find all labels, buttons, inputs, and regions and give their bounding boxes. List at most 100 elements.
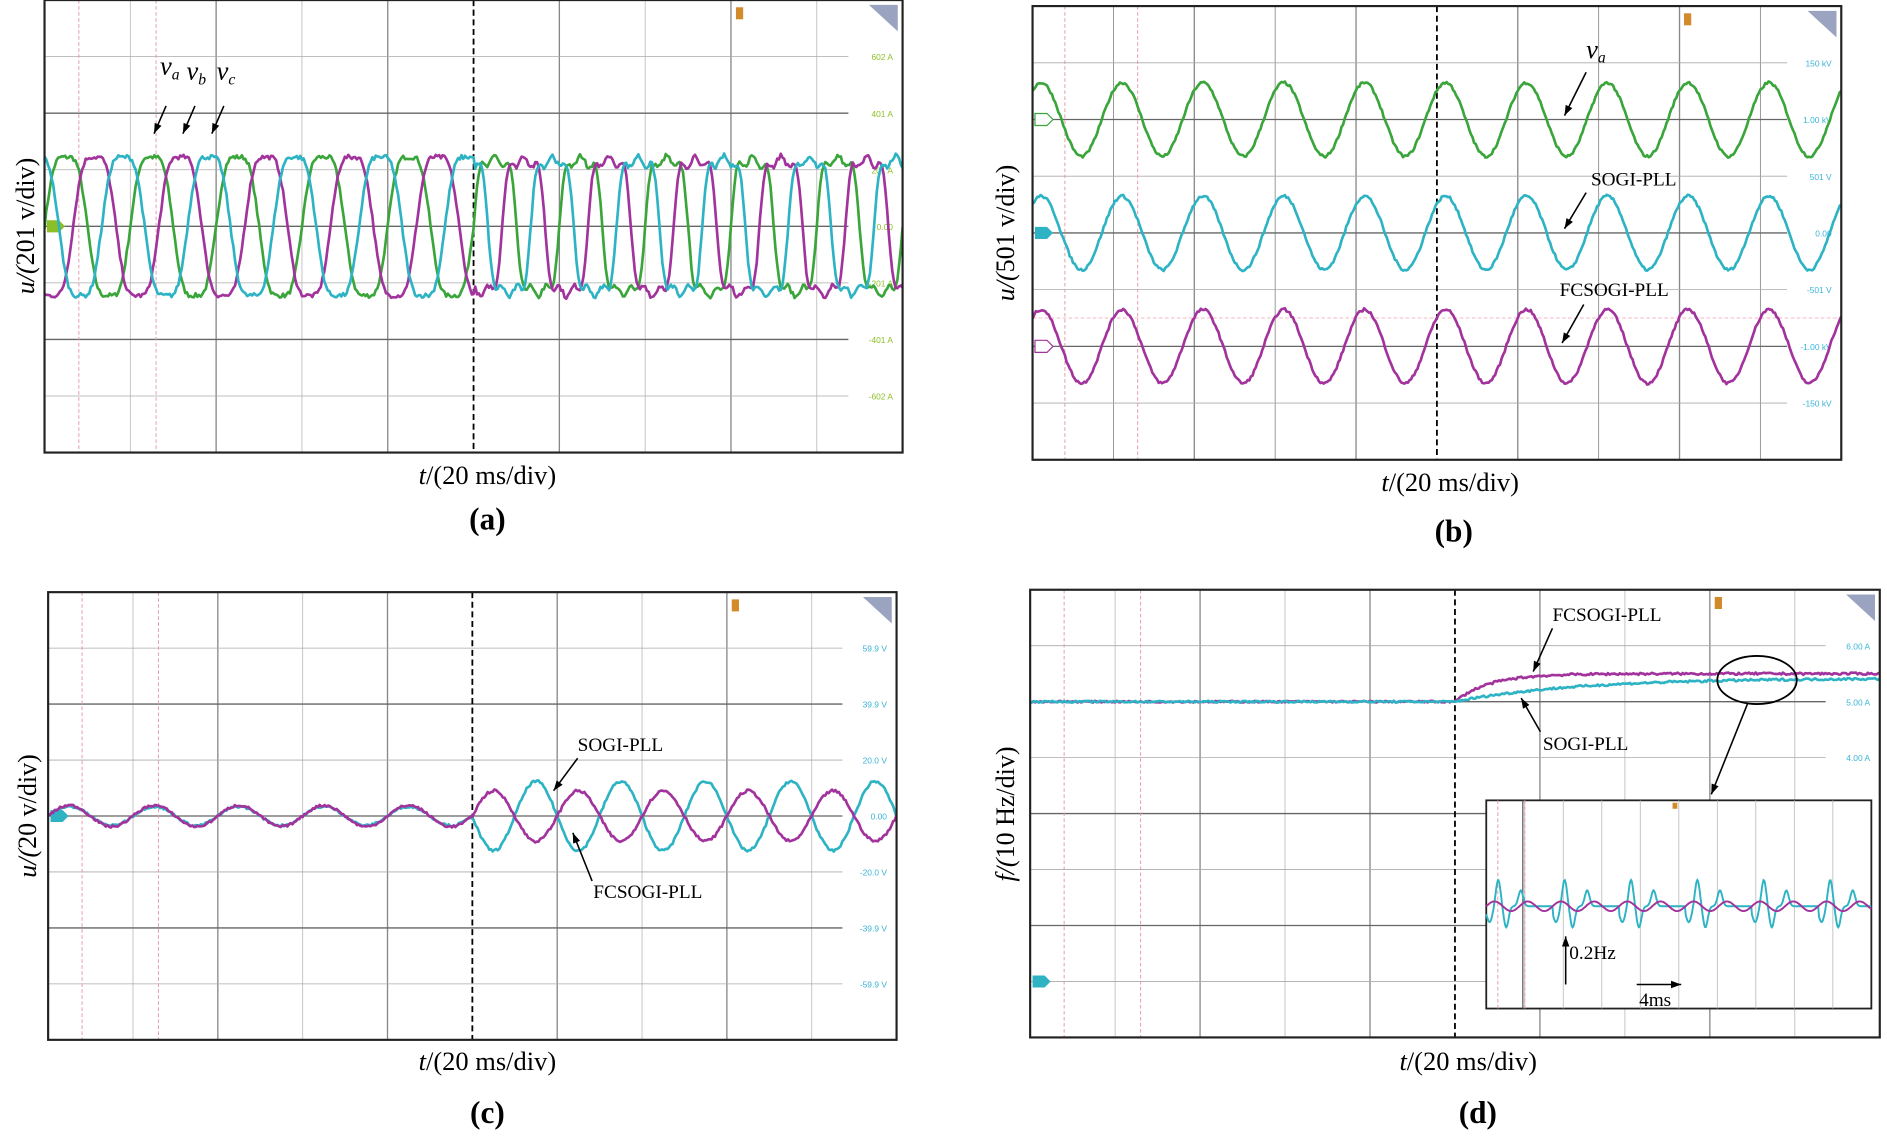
arrow-ripple-head xyxy=(1561,936,1570,947)
arrow-zoom-inset xyxy=(1710,703,1749,795)
y-axis-label-c: u/(20 v/div) xyxy=(13,754,42,878)
annotation-vc: vc xyxy=(217,55,236,88)
series-line-va xyxy=(44,152,903,300)
channel-marker-icon xyxy=(1032,975,1051,988)
series-group xyxy=(1032,80,1842,386)
x-axis-label: t/(20 ms/div) xyxy=(419,1046,557,1076)
y-tick-label: 1.00 kV xyxy=(1803,115,1832,125)
y-tick-label: 401 A xyxy=(871,109,893,119)
y-tick-label: 602 A xyxy=(871,52,893,62)
y-axis-label-a: u/(201 v/div) xyxy=(11,157,40,295)
plot-frame xyxy=(1031,4,1843,461)
channel-marker-icon xyxy=(1034,112,1054,127)
trigger-marker-icon xyxy=(735,7,744,20)
chart-panel-b: 150 kV 1.00 kV 501 V 0.00 -501 V -1.00 kV -150… xyxy=(1031,4,1843,549)
y-tick-label: -1.00 kV xyxy=(1800,342,1832,352)
arrow-time-scale-head xyxy=(1671,980,1682,989)
y-tick-label: 0.00 xyxy=(1815,229,1832,239)
series-line-va xyxy=(1032,80,1842,159)
annotation-fcsogi-pll: FCSOGI-PLL xyxy=(593,882,702,903)
inset-time-label: 4ms xyxy=(1639,990,1671,1011)
plot-frame xyxy=(43,0,904,454)
annotations: va vb vcvaSOGI-PLLFCSOGI-PLLSOGI-PLLFCSOGI… xyxy=(153,34,1798,903)
zoom-corner-icon xyxy=(862,596,892,624)
annotation-fcsogi-pll: FCSOGI-PLL xyxy=(1560,280,1669,301)
series-line-vc xyxy=(44,152,903,300)
channel-marker-icon xyxy=(1034,226,1054,239)
arrow-zoom-inset-head xyxy=(1711,783,1719,795)
channel-marker-icon xyxy=(50,809,69,823)
panel-label: (c) xyxy=(470,1095,505,1130)
arrow-va-head xyxy=(154,122,162,134)
y-tick-label: -20.0 V xyxy=(860,868,887,878)
y-tick-label: 4.00 A xyxy=(1846,753,1870,763)
chart-panel-c: 59.9 V 39.9 V 20.0 V 0.00 -20.0 V -39.9 V -59.… xyxy=(47,591,898,1130)
y-tick-label: 0.00 xyxy=(877,222,894,232)
y-tick-label: -150 kV xyxy=(1803,399,1832,409)
series-line-fcsogi-pll xyxy=(48,788,897,844)
trigger-marker-icon xyxy=(731,599,739,612)
inset-zoom-plot: 0.2Hz 4ms xyxy=(1485,799,1873,1011)
zoom-corner-icon xyxy=(868,4,898,32)
trigger-marker-icon xyxy=(1684,13,1692,26)
panel-label: (d) xyxy=(1459,1095,1497,1130)
series-line-sogi-pll xyxy=(1032,193,1842,273)
y-tick-label: -401 A xyxy=(869,335,894,345)
plot-frame xyxy=(47,591,898,1041)
y-tick-label: -201 A xyxy=(869,278,894,288)
series-group xyxy=(44,152,903,301)
inset-trigger-icon xyxy=(1672,802,1678,809)
arrow-sogi-pll-head xyxy=(1564,218,1573,229)
y-tick-label: 5.00 A xyxy=(1846,697,1870,707)
arrow-vb-head xyxy=(182,122,191,134)
series-group xyxy=(48,779,897,853)
arrow-va-head xyxy=(1564,104,1573,116)
channel-marker-icon xyxy=(46,220,65,233)
y-tick-label: 20.0 V xyxy=(863,756,888,766)
y-tick-label: 501 V xyxy=(1810,172,1832,182)
series-line-fcsogi-pll xyxy=(1032,306,1842,386)
x-axis-label: t/(20 ms/div) xyxy=(419,460,557,490)
zoom-corner-icon xyxy=(1807,10,1837,38)
y-tick-label: 59.9 V xyxy=(863,644,888,654)
series-line-vb xyxy=(44,152,903,301)
y-axis-label-d: f/(10 Hz/div) xyxy=(991,746,1020,882)
annotation-sogi-pll: SOGI-PLL xyxy=(1543,734,1629,755)
plot-frame xyxy=(1029,588,1881,1039)
annotation-sogi-pll: SOGI-PLL xyxy=(578,735,664,756)
y-tick-label: 150 kV xyxy=(1805,58,1832,68)
arrow-fcsogi-pll-head xyxy=(1562,332,1571,344)
y-tick-label: -602 A xyxy=(869,392,894,402)
y-tick-label: -501 V xyxy=(1807,285,1832,295)
y-tick-label: 39.9 V xyxy=(863,700,888,710)
zoom-corner-icon xyxy=(1846,594,1875,622)
y-tick-label: 6.00 A xyxy=(1846,641,1870,651)
y-axis-label-b: u/(501 v/div) xyxy=(991,164,1020,302)
x-axis-label: t/(20 ms/div) xyxy=(1399,1046,1537,1076)
channel-marker-icon xyxy=(1034,339,1054,353)
inset-series-line-fcsogi-pll xyxy=(1485,900,1872,913)
arrow-sogi-pll-head xyxy=(553,780,563,791)
y-tick-label: -59.9 V xyxy=(860,979,887,989)
arrow-fcsogi-pll-head xyxy=(1533,660,1541,672)
series-line-sogi-pll xyxy=(1030,676,1880,704)
series-group xyxy=(1030,671,1880,704)
zoom-region-ellipse xyxy=(1716,655,1798,705)
inset-ripple-label: 0.2Hz xyxy=(1569,943,1616,964)
annotation-vb: vb xyxy=(187,55,207,88)
annotation-fcsogi-pll: FCSOGI-PLL xyxy=(1552,605,1661,626)
x-axis-label: t/(20 ms/div) xyxy=(1381,467,1518,497)
panel-label: (a) xyxy=(469,502,505,537)
arrow-vc-head xyxy=(211,122,220,134)
annotation-va: va xyxy=(1586,34,1606,67)
annotation-sogi-pll: SOGI-PLL xyxy=(1591,169,1677,190)
trigger-marker-icon xyxy=(1714,596,1722,610)
panel-label: (b) xyxy=(1435,514,1473,549)
y-tick-label: 0.00 xyxy=(871,812,888,822)
annotation-va: va xyxy=(160,51,180,84)
arrow-sogi-pll-head xyxy=(1521,698,1530,709)
inset-series-line-sogi-pll xyxy=(1485,877,1872,930)
